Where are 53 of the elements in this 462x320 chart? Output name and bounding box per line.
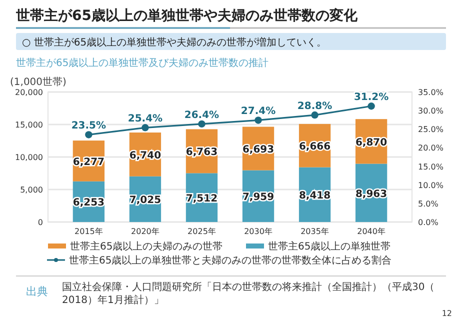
data-label: 27.4% <box>240 106 276 118</box>
x-tick-label: 2040年 <box>357 227 386 236</box>
legend-label: 世帯主65歳以上の単独世帯と夫婦のみの世帯の世帯数全体に占める割合 <box>69 254 392 266</box>
y2-tick-label: 15.0% <box>418 162 444 172</box>
data-label: 23.5% <box>71 120 106 132</box>
data-label: 28.8% <box>297 101 332 112</box>
data-label: 8,963 <box>355 188 388 200</box>
chart-title: 世帯主が65歳以上の単独世帯や夫婦のみ世帯数の変化 <box>15 7 358 24</box>
text: 世帯主が65歳以上の単独世帯及び夫婦のみ世帯数の推計 <box>16 57 269 69</box>
data-label: 7,025 <box>129 195 162 206</box>
y2-tick-label: 20.0% <box>418 144 444 153</box>
data-label: 7,959 <box>242 192 274 204</box>
legend-label: 世帯主65歳以上の夫婦のみの世帯 <box>70 240 223 252</box>
point <box>85 131 92 138</box>
data-label: 8,418 <box>298 190 331 202</box>
x-tick-label: 2015年 <box>74 227 103 236</box>
y2-tick-label: 35.0% <box>418 88 444 97</box>
y-axis-title: (1,000世帯) <box>10 76 67 88</box>
y2-tick-label: 5.0% <box>418 199 439 208</box>
y2-tick-label: 25.0% <box>418 125 444 134</box>
y-tick-label: 15,000 <box>15 120 43 130</box>
data-label: 31.2% <box>354 92 389 104</box>
data-label: 26.4% <box>184 110 220 121</box>
data-label: 6,693 <box>242 144 274 156</box>
legend-label: 世帯主65歳以上の単独世帯 <box>268 240 391 252</box>
point <box>142 124 149 132</box>
data-label: 6,253 <box>72 198 105 209</box>
x-tick-label: 2035年 <box>300 227 329 236</box>
point <box>311 111 318 119</box>
y-tick-label: 5,000 <box>20 186 43 194</box>
data-label: 6,870 <box>355 137 388 148</box>
point <box>254 116 262 124</box>
x-tick-label: 2025年 <box>188 227 216 236</box>
y-tick-label: 20,000 <box>15 88 43 97</box>
y-tick-label: 10,000 <box>15 153 43 162</box>
text: 出典 <box>26 285 48 298</box>
y2-tick-label: 0.0% <box>418 218 439 227</box>
y2-tick-label: 10.0% <box>418 180 444 190</box>
text: 国立社会保障・人口問題研究所「日本の世帯数の将来推計（全国推計）（平成30（2018）年1月推計）」 <box>62 281 435 306</box>
point <box>198 120 206 128</box>
text: 12 <box>442 309 452 318</box>
point <box>368 102 375 110</box>
data-label: 7,512 <box>186 194 218 205</box>
x-tick-label: 2030年 <box>244 227 272 236</box>
data-label: 6,763 <box>186 147 218 158</box>
data-label: 6,666 <box>298 142 331 153</box>
y2-tick-label: 30.0% <box>418 106 444 116</box>
y-tick-label: 0 <box>38 218 43 227</box>
x-tick-label: 2020年 <box>131 227 160 236</box>
data-label: 6,277 <box>72 156 105 168</box>
data-label: 6,740 <box>129 150 162 162</box>
chart-subtitle: ○ 世帯主が65歳以上の単独世帯や夫婦のみの世帯が増加していく。 <box>22 36 327 48</box>
data-label: 25.4% <box>128 114 163 125</box>
